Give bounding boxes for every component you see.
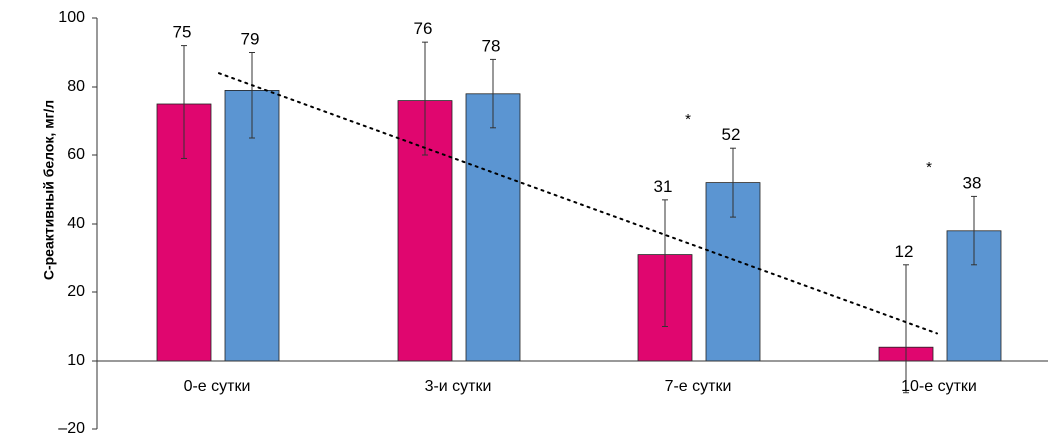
y-tick-label: 80	[67, 78, 85, 95]
y-axis: 100 80 60 40 20 10 –20	[58, 9, 98, 436]
category-label: 10-е сутки	[901, 378, 977, 395]
category-label: 0-е сутки	[184, 378, 251, 395]
data-label: 78	[482, 36, 501, 55]
data-label: 79	[241, 30, 260, 49]
data-label: 38	[963, 173, 982, 192]
data-labels: 75 76 31 12 79 78 52 38 * *	[173, 19, 982, 261]
y-tick-label: 10	[67, 352, 85, 369]
data-label: 12	[895, 242, 914, 261]
category-label: 3-и сутки	[425, 378, 492, 395]
bar	[465, 93, 521, 362]
y-tick-label: 100	[58, 9, 85, 26]
y-tick-label: 40	[67, 215, 85, 232]
y-tick-label: 60	[67, 146, 85, 163]
data-label: 31	[654, 177, 673, 196]
error-bars	[181, 41, 977, 394]
y-tick-label: –20	[58, 420, 85, 436]
y-axis-title: С-реактивный белок, мг/л	[41, 100, 57, 280]
trendline-line	[218, 72, 938, 335]
bars	[156, 90, 1002, 362]
trendline	[218, 72, 938, 335]
category-label: 7-е сутки	[665, 378, 732, 395]
data-label: 76	[414, 19, 433, 38]
category-labels: 0-е сутки 3-и сутки 7-е сутки 10-е сутки	[184, 378, 977, 395]
significance-marker: *	[685, 111, 691, 128]
y-tick-label: 20	[67, 283, 85, 300]
data-label: 52	[722, 125, 741, 144]
data-label: 75	[173, 23, 192, 42]
significance-marker: *	[926, 159, 932, 176]
